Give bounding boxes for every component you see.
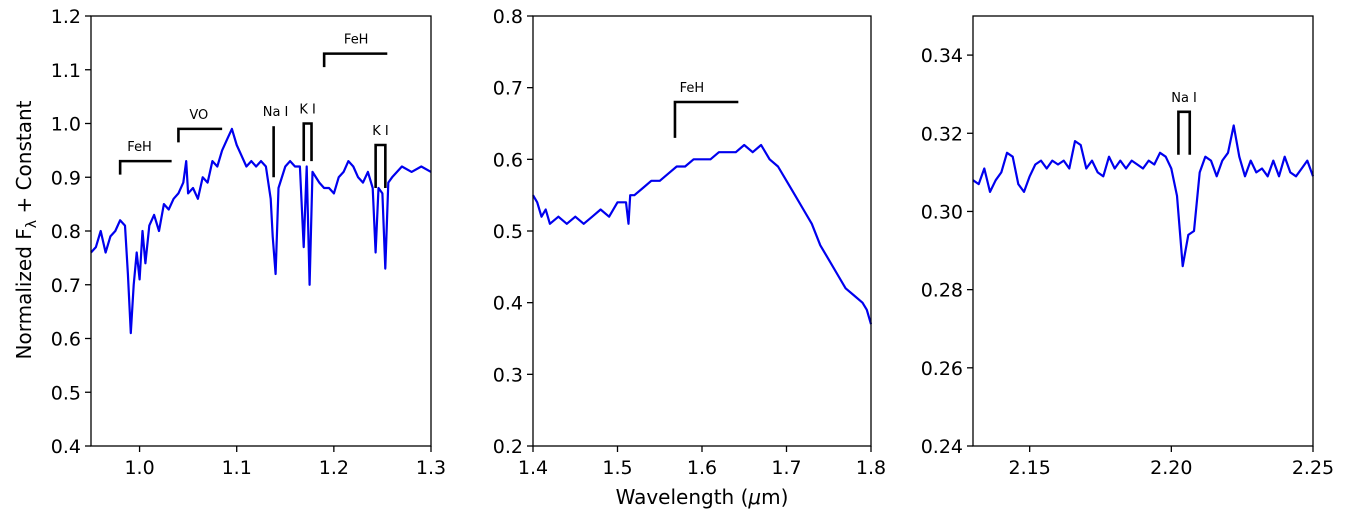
feature-bracket <box>302 122 313 162</box>
panel-2: 1.4 1.5 1.6 1.7 1.8 0.2 0.3 0.4 0.5 0.6 0.7 0.8 FeH <box>493 6 886 479</box>
x-axis-label: Wavelength (μm) <box>616 485 789 509</box>
x-tick-label: 1.3 <box>416 457 446 479</box>
y-tick-label: 0.26 <box>921 358 963 380</box>
spectrum-line-2 <box>532 143 873 325</box>
x-tick-label: 1.1 <box>222 457 252 479</box>
x-tick-label: 1.6 <box>687 457 717 479</box>
y-axis-label: Normalized Fλ + Constant <box>12 100 40 359</box>
spectrum-line-1 <box>90 127 432 335</box>
x-tick-label: 2.15 <box>1009 457 1051 479</box>
y-tick-label: 0.28 <box>921 280 963 302</box>
x-tick-label: 2.20 <box>1150 457 1192 479</box>
x-tick-label: 1.5 <box>602 457 632 479</box>
feature-label: Na I <box>1171 91 1197 106</box>
x-tick-label: 1.8 <box>856 457 886 479</box>
y-axis-label-tail: + Constant <box>12 100 36 220</box>
x-axis-label-mu: μ <box>747 485 761 509</box>
x-axis-label-text: Wavelength ( <box>616 485 749 509</box>
y-tick-label: 0.4 <box>51 436 81 458</box>
y-tick-label: 0.7 <box>493 78 523 100</box>
x-tick-label: 1.7 <box>771 457 801 479</box>
y-axis-label-main: Normalized F <box>12 228 36 359</box>
y-tick-label: 0.5 <box>51 382 81 404</box>
y-tick-label: 0.8 <box>493 6 523 28</box>
y-tick-label: 0.32 <box>921 123 963 145</box>
y-tick-label: 0.4 <box>493 293 523 315</box>
y-tick-label: 1.1 <box>51 60 81 82</box>
y-axis-label-subscript: λ <box>24 220 40 228</box>
x-tick-label: 1.0 <box>124 457 154 479</box>
y-tick-label: 0.24 <box>921 436 963 458</box>
x-axis-label-unit: m) <box>761 485 788 509</box>
y-tick-label: 0.8 <box>51 221 81 243</box>
feature-label: Na I <box>263 105 289 120</box>
feature-bracket <box>118 159 172 175</box>
feature-label: FeH <box>344 33 369 48</box>
y-tick-label: 0.30 <box>921 201 963 223</box>
feature-label: FeH <box>680 81 705 96</box>
feature-label: K I <box>299 103 316 118</box>
feature-label: FeH <box>127 140 152 155</box>
y-tick-label: 0.3 <box>493 364 523 386</box>
panel-3: 2.15 2.20 2.25 0.24 0.26 0.28 0.30 0.32 0.34 Na I <box>921 15 1334 479</box>
y-tick-label: 0.34 <box>921 45 963 67</box>
y-tick-label: 1.2 <box>51 6 81 28</box>
y-tick-label: 0.5 <box>493 221 523 243</box>
feature-bracket <box>1177 110 1192 155</box>
spectrum-line-3 <box>972 124 1315 268</box>
y-tick-label: 1.0 <box>51 114 81 136</box>
y-tick-label: 0.2 <box>493 436 523 458</box>
feature-label: K I <box>372 124 389 139</box>
y-tick-label: 0.6 <box>51 329 81 351</box>
feature-bracket <box>322 52 388 68</box>
x-tick-label: 1.4 <box>518 457 548 479</box>
panels: 1.0 1.1 1.2 1.3 0.4 0.5 0.6 0.7 0.8 0.9 1.0 1.1 1.2 F… <box>51 6 1334 479</box>
feature-label: VO <box>189 108 208 123</box>
y-tick-label: 0.7 <box>51 275 81 297</box>
x-tick-label: 2.25 <box>1292 457 1334 479</box>
y-tick-label: 0.6 <box>493 149 523 171</box>
panel-1: 1.0 1.1 1.2 1.3 0.4 0.5 0.6 0.7 0.8 0.9 1.0 1.1 1.2 F… <box>51 6 446 479</box>
feature-bracket <box>673 100 739 138</box>
y-tick-label: 0.9 <box>51 167 81 189</box>
x-tick-label: 1.2 <box>319 457 349 479</box>
feature-bracket <box>177 127 223 143</box>
plot-frame-3 <box>972 15 1314 447</box>
feature-bracket <box>374 143 387 188</box>
